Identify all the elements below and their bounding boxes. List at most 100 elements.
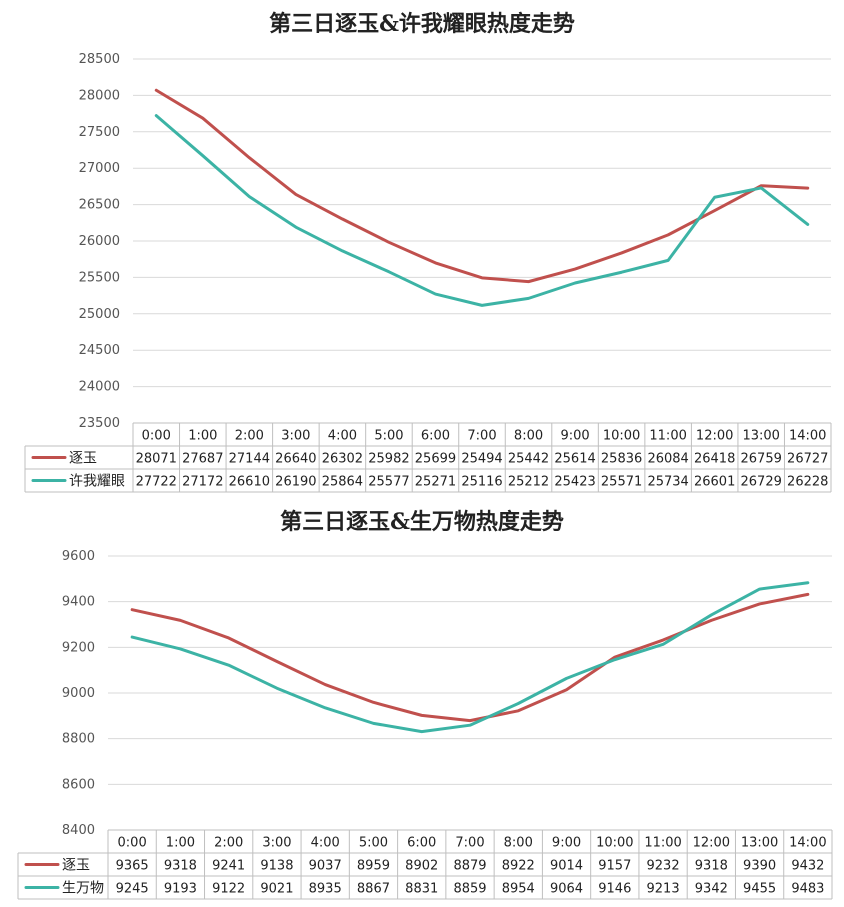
y-tick-label: 26000 (79, 234, 120, 249)
y-tick-label: 24500 (79, 343, 120, 358)
y-tick-label: 9200 (62, 640, 95, 655)
data-table-cell: 8867 (357, 882, 390, 897)
data-table-cell: 9455 (743, 882, 776, 897)
data-table-cell: 9241 (212, 859, 245, 874)
data-table-cell: 26228 (787, 475, 828, 490)
data-table-cell: 9213 (647, 882, 680, 897)
data-table-cell: 26418 (694, 452, 735, 467)
x-tick-label: 7:00 (467, 429, 496, 444)
legend-label: 许我耀眼 (69, 474, 125, 490)
x-tick-label: 3:00 (281, 429, 310, 444)
data-table-cell: 25699 (415, 452, 456, 467)
data-table-cell: 9245 (116, 882, 149, 897)
x-tick-label: 13:00 (742, 429, 779, 444)
data-table-cell: 9318 (164, 859, 197, 874)
x-tick-label: 3:00 (262, 836, 291, 851)
data-table-cell: 27172 (182, 475, 223, 490)
x-tick-label: 11:00 (644, 836, 681, 851)
data-table-cell: 25734 (647, 475, 688, 490)
x-tick-label: 1:00 (166, 836, 195, 851)
y-tick-label: 25500 (79, 270, 120, 285)
data-table-cell: 9432 (791, 859, 824, 874)
chart-zhuyu-xuwoyaoyan: 第三日逐玉&许我耀眼热度走势 23500 24000 24500 25000 25500… (24, 11, 832, 493)
y-tick-label: 23500 (79, 416, 120, 431)
data-table-cell: 25116 (461, 475, 502, 490)
data-table-cell: 8879 (453, 859, 486, 874)
legend-label: 生万物 (62, 881, 104, 897)
y-tick-label: 24000 (79, 380, 120, 395)
x-tick-label: 12:00 (693, 836, 730, 851)
data-table-cell: 9138 (260, 859, 293, 874)
data-table-cell: 25442 (508, 452, 549, 467)
legend-label: 逐玉 (62, 858, 90, 874)
data-table-cell: 25982 (368, 452, 409, 467)
data-table-cell: 9037 (309, 859, 342, 874)
x-tick-label: 0:00 (118, 836, 147, 851)
chart-title: 第三日逐玉&许我耀眼热度走势 (269, 11, 575, 37)
x-tick-label: 9:00 (552, 836, 581, 851)
data-table-cell: 26759 (741, 452, 782, 467)
chart-title: 第三日逐玉&生万物热度走势 (280, 509, 564, 535)
data-table-cell: 26729 (741, 475, 782, 490)
x-tick-label: 7:00 (455, 836, 484, 851)
x-tick-label: 13:00 (741, 836, 778, 851)
data-table-cell: 9021 (260, 882, 293, 897)
data-table-cell: 9483 (791, 882, 824, 897)
data-table-cell: 9064 (550, 882, 583, 897)
y-tick-label: 26500 (79, 198, 120, 213)
y-tick-label: 8400 (62, 823, 95, 838)
data-table-cell: 25571 (601, 475, 642, 490)
data-table-cell: 9157 (598, 859, 631, 874)
data-table-cell: 9318 (695, 859, 728, 874)
data-table-cell: 26084 (647, 452, 688, 467)
data-table-cell: 25212 (508, 475, 549, 490)
data-table-cell: 9122 (212, 882, 245, 897)
chart-zhuyu-shengwanwu: 第三日逐玉&生万物热度走势 8400 8600 8800 9000 9200 9400 96… (0, 500, 844, 907)
x-tick-label: 1:00 (188, 429, 217, 444)
x-tick-label: 2:00 (235, 429, 264, 444)
y-tick-label: 25000 (79, 307, 120, 322)
y-tick-label: 27500 (79, 125, 120, 140)
data-table-cell: 9342 (695, 882, 728, 897)
data-table-cell: 27722 (136, 475, 177, 490)
data-table-cell: 28071 (136, 452, 177, 467)
data-table-cell: 8954 (502, 882, 535, 897)
x-tick-label: 5:00 (359, 836, 388, 851)
data-table-cell: 25423 (554, 475, 595, 490)
data-table-cell: 9232 (647, 859, 680, 874)
x-tick-label: 12:00 (696, 429, 733, 444)
series-line-2 (130, 581, 810, 734)
x-tick-label: 10:00 (603, 429, 640, 444)
data-table-cell: 9390 (743, 859, 776, 874)
x-tick-label: 8:00 (514, 429, 543, 444)
data-table-cell: 25271 (415, 475, 456, 490)
data-table-cell: 26190 (275, 475, 316, 490)
data-table-cell: 25864 (322, 475, 363, 490)
data-table-cell: 26302 (322, 452, 363, 467)
data-table-cell: 8859 (453, 882, 486, 897)
data-table-cell: 26727 (787, 452, 828, 467)
x-tick-label: 11:00 (649, 429, 686, 444)
data-table-cell: 9193 (164, 882, 197, 897)
data-table-cell: 8831 (405, 882, 438, 897)
data-table-cell: 26640 (275, 452, 316, 467)
y-tick-label: 9400 (62, 595, 95, 610)
x-tick-label: 0:00 (142, 429, 171, 444)
data-table-cell: 9014 (550, 859, 583, 874)
legend-label: 逐玉 (69, 451, 97, 467)
y-tick-label: 27000 (79, 161, 120, 176)
x-tick-label: 4:00 (311, 836, 340, 851)
x-tick-label: 9:00 (560, 429, 589, 444)
data-table-cell: 25614 (554, 452, 595, 467)
data-table-cell: 8935 (309, 882, 342, 897)
y-tick-label: 8600 (62, 777, 95, 792)
data-table-cell: 9146 (598, 882, 631, 897)
x-tick-label: 8:00 (504, 836, 533, 851)
data-table-cell: 8902 (405, 859, 438, 874)
x-tick-label: 14:00 (789, 836, 826, 851)
x-tick-label: 5:00 (374, 429, 403, 444)
data-table-cell: 27144 (229, 452, 270, 467)
x-tick-label: 2:00 (214, 836, 243, 851)
y-tick-label: 9000 (62, 686, 95, 701)
data-table-cell: 27687 (182, 452, 223, 467)
